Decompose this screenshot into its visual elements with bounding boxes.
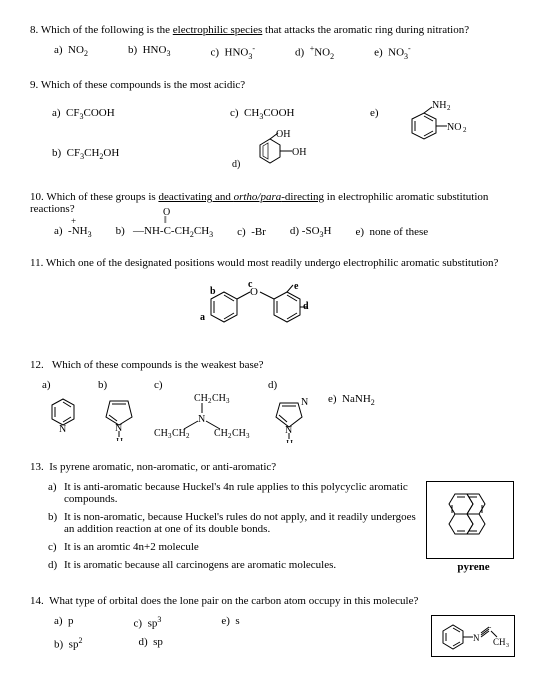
svg-text:3: 3 [246, 432, 250, 439]
svg-text:N: N [59, 424, 66, 435]
imidazole-icon: N N H [268, 391, 314, 443]
q9-mid: c) CH3COOH OH OH d) [230, 99, 370, 173]
q14-figure: N - CH3 [431, 615, 521, 657]
q10-opt-b: b) O ‖ —NH-C-CH2CH3 [116, 225, 214, 239]
svg-text:CH: CH [172, 428, 186, 439]
svg-text:b: b [210, 286, 216, 297]
q9-opt-c: c) CH3COOH [230, 107, 370, 121]
svg-text:CH: CH [232, 428, 246, 439]
q14-opt-b: b) sp2 [54, 636, 82, 651]
q10-opt-a: a) +-NH3 [54, 225, 92, 239]
svg-text:OH: OH [292, 147, 306, 158]
svg-text:N: N [473, 633, 480, 643]
svg-text:N: N [301, 397, 308, 408]
svg-text:2: 2 [447, 104, 451, 112]
question-9: 9. Which of these compounds is the most … [30, 79, 521, 173]
question-14: 14. What type of orbital does the lone p… [30, 595, 521, 657]
q9-opt-b: b) CF3CH2OH [52, 147, 230, 161]
q14-opt-c: c) sp3 [134, 615, 162, 630]
q9-right: e) NH2 NO2 [370, 99, 521, 173]
svg-text:O: O [250, 286, 258, 298]
svg-text:3: 3 [226, 397, 230, 405]
pyrene-caption: pyrene [426, 561, 521, 573]
svg-text:NO: NO [447, 122, 461, 133]
q8-opt-c: c) HNO3- [210, 44, 255, 61]
q8-opt-a: a) NO2 [54, 44, 88, 61]
q12-text: 12. Which of these compounds is the weak… [30, 359, 521, 371]
q8-post: that attacks the aromatic ring during ni… [262, 24, 469, 36]
q9-layout: a) CF3COOH b) CF3CH2OH c) CH3COOH OH OH … [30, 99, 521, 173]
q13-text: 13. Is pyrene aromatic, non-aromatic, or… [30, 461, 521, 473]
q10-text: 10. Which of these groups is deactivatin… [30, 191, 521, 215]
q13-answers: a)It is anti-aromatic because Huckel's 4… [30, 481, 416, 577]
svg-text:3: 3 [506, 643, 509, 649]
pyrene-icon [431, 486, 511, 552]
q9-opt-a: a) CF3COOH [52, 107, 230, 121]
q13-opt-c: c)It is an aromtic 4n+2 molecule [48, 541, 416, 553]
aminonitro-benzene-icon: NH2 NO2 [387, 99, 477, 149]
question-8: 8. Which of the following is the electro… [30, 24, 521, 61]
q14-opt-a: a) p [54, 615, 74, 630]
q13-opt-a: a)It is anti-aromatic because Huckel's 4… [48, 481, 416, 505]
q13-figure: pyrene [426, 481, 521, 577]
question-12: 12. Which of these compounds is the weak… [30, 359, 521, 443]
svg-text:H: H [116, 437, 123, 441]
q8-pre: Which of the following is the [41, 24, 173, 36]
svg-text:CH: CH [493, 637, 506, 647]
svg-text:CH: CH [154, 428, 168, 439]
q13-opt-d: d)It is aromatic because all carcinogens… [48, 559, 416, 571]
q14-options: a) p c) sp3 e) s b) sp2 d) sp [54, 615, 431, 657]
q10-opt-d: d) -SO3H [290, 225, 332, 239]
svg-text:N: N [198, 414, 205, 425]
q12-opt-e: e) NaNH2 [328, 393, 375, 407]
q12-opt-c: c) CH2CH3 N CH3CH2 CH2CH3 [154, 379, 254, 439]
q14-opt-d: d) sp [138, 636, 162, 651]
svg-text:a: a [200, 312, 205, 323]
svg-text:CH: CH [194, 393, 208, 404]
isocyanide-icon: N - CH3 [435, 619, 513, 655]
svg-text:2: 2 [463, 126, 467, 134]
q9-text: 9. Which of these compounds is the most … [30, 79, 521, 91]
q8-num: 8. [30, 24, 38, 36]
q8-opt-b: b) HNO3 [128, 44, 171, 61]
svg-text:H: H [286, 439, 293, 443]
question-10: 10. Which of these groups is deactivatin… [30, 191, 521, 239]
q10-opt-e: e) none of these [355, 226, 428, 238]
question-13: 13. Is pyrene aromatic, non-aromatic, or… [30, 461, 521, 577]
q8-underlined: electrophilic species [173, 24, 263, 36]
q10-opt-c: c) -Br [237, 226, 266, 238]
svg-text:CH: CH [212, 393, 226, 404]
svg-text:d): d) [232, 159, 240, 170]
phenol-diol-icon: OH OH d) [230, 127, 315, 173]
q11-text: 11. Which one of the designated position… [30, 257, 521, 269]
q14-layout: a) p c) sp3 e) s b) sp2 d) sp N [30, 615, 521, 657]
q14-text: 14. What type of orbital does the lone p… [30, 595, 521, 607]
pyrrole-icon: N H [98, 391, 140, 441]
q14-opt-e: e) s [221, 615, 239, 630]
svg-text:-: - [489, 623, 492, 631]
q12-opt-b: b) N H [98, 379, 140, 441]
q9-opt-d: OH OH d) [230, 127, 370, 173]
pyridine-icon: N [42, 391, 84, 435]
svg-text:2: 2 [186, 432, 190, 439]
q8-options: a) NO2 b) HNO3 c) HNO3- d) +NO2 e) NO3- [54, 44, 521, 61]
q8-text: 8. Which of the following is the electro… [30, 24, 521, 36]
triethylamine-icon: CH2CH3 N CH3CH2 CH2CH3 [154, 391, 254, 439]
q13-layout: a)It is anti-aromatic because Huckel's 4… [30, 481, 521, 577]
question-11: 11. Which one of the designated position… [30, 257, 521, 341]
svg-text:CH: CH [214, 428, 228, 439]
q10-options: a) +-NH3 b) O ‖ —NH-C-CH2CH3 c) -Br d) -… [54, 225, 521, 239]
svg-text:NH: NH [432, 100, 446, 111]
diphenyl-ether-icon: a b c O d e [166, 277, 386, 341]
q9-left: a) CF3COOH b) CF3CH2OH [30, 99, 230, 173]
q13-opt-b: b)It is non-aromatic, because Huckel's r… [48, 511, 416, 535]
q12-options: a) N b) N H c) CH2CH3 [42, 379, 521, 443]
q11-figure: a b c O d e [30, 277, 521, 341]
svg-text:e: e [294, 281, 299, 292]
svg-text:OH: OH [276, 129, 290, 140]
q12-opt-d: d) N N H [268, 379, 314, 443]
q8-opt-e: e) NO3- [374, 44, 411, 61]
q8-opt-d: d) +NO2 [295, 44, 334, 61]
q12-opt-a: a) N [42, 379, 84, 435]
